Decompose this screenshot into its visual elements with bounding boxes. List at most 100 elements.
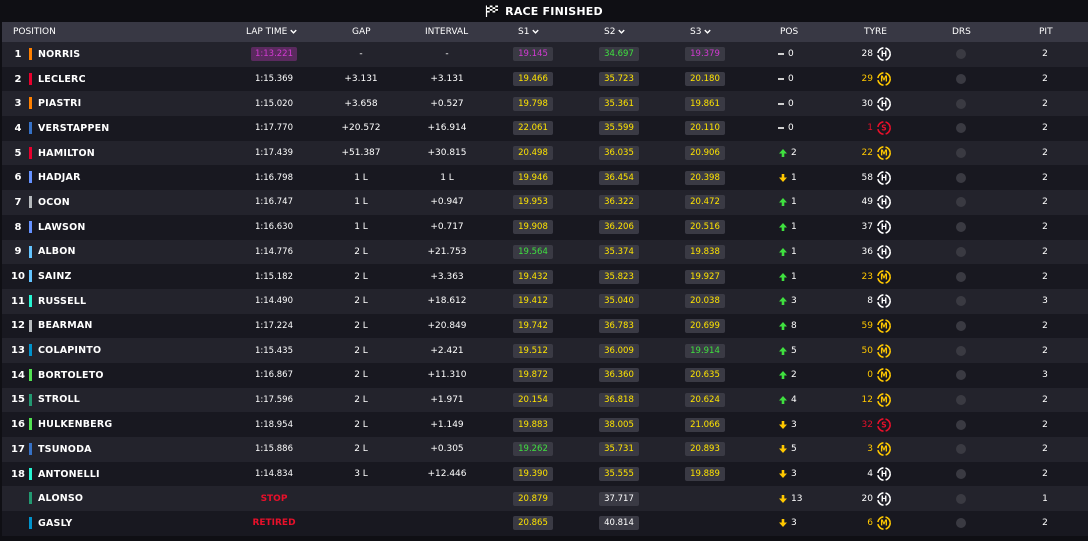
drs-dot-icon [956, 444, 966, 455]
driver-row[interactable]: GASLY RETIRED 20.865 40.814 3 6 M 2 [2, 511, 1088, 536]
header-position: POSITION [13, 27, 56, 37]
svg-text:M: M [880, 396, 887, 405]
driver-row[interactable]: 12 BEARMAN 1:17.224 2 L +20.849 19.742 36.783 2… [2, 313, 1088, 339]
driver-position: 15 [11, 394, 25, 406]
position-change-value: 0 [788, 123, 794, 134]
driver-name[interactable]: TSUNODA [38, 443, 92, 455]
driver-row[interactable]: 4 VERSTAPPEN 1:17.770 +20.572 +16.914 22.061 3… [2, 116, 1088, 141]
driver-name[interactable]: SAINZ [38, 271, 72, 283]
driver-row[interactable]: 18 ANTONELLI 1:14.834 3 L +12.446 19.390 35.55… [2, 461, 1088, 487]
position-change-value: 13 [791, 493, 803, 504]
driver-row[interactable]: 9 ALBON 1:14.776 2 L +21.753 19.564 35.374 19.8… [2, 239, 1088, 265]
driver-row[interactable]: 8 LAWSON 1:16.630 1 L +0.717 19.908 36.206 20.5… [2, 214, 1088, 240]
driver-row[interactable]: 14 BORTOLETO 1:16.867 2 L +11.310 19.872 36.36… [2, 362, 1088, 388]
lap-time: 1:15.020 [240, 91, 308, 116]
driver-name[interactable]: BEARMAN [38, 320, 93, 332]
tyre-laps: 0 [867, 370, 873, 381]
s1-time: 22.061 [513, 121, 553, 136]
driver-row[interactable]: 10 SAINZ 1:15.182 2 L +3.363 19.432 35.823 19.9… [2, 264, 1088, 289]
gap-value: 2 L [354, 394, 368, 405]
lap-time: STOP [240, 486, 308, 511]
driver-name[interactable]: RUSSELL [38, 295, 87, 307]
interval-value: +30.815 [427, 148, 467, 159]
driver-name[interactable]: HAMILTON [38, 147, 95, 159]
driver-name[interactable]: LAWSON [38, 221, 86, 233]
driver-row[interactable]: 1 NORRIS 1:13.221 - - 19.145 34.697 19.379 0 28 H 2 [2, 42, 1088, 67]
tyre-laps: 49 [861, 197, 873, 208]
driver-name[interactable]: GASLY [38, 517, 73, 529]
driver-row[interactable]: 5 HAMILTON 1:17.439 +51.387 +30.815 20.498 36.… [2, 140, 1088, 166]
driver-name[interactable]: BORTOLETO [38, 369, 104, 381]
header-s2[interactable]: S2 [604, 22, 626, 42]
no-change-dash-icon [778, 102, 784, 105]
position-change-value: 8 [791, 320, 797, 331]
s2-cell: 37.717 [595, 486, 643, 511]
driver-row[interactable]: 15 STROLL 1:17.596 2 L +1.971 20.154 36.818 20.… [2, 387, 1088, 413]
s2-cell: 35.040 [595, 289, 643, 314]
driver-name[interactable]: OCON [38, 196, 70, 208]
driver-name[interactable]: LECLERC [38, 73, 86, 85]
lap-time-value: 1:14.490 [254, 296, 293, 307]
team-color-bar [29, 146, 32, 159]
driver-row[interactable]: 3 PIASTRI 1:15.020 +3.658 +0.527 19.798 35.361… [2, 91, 1088, 117]
lap-time-value: 1:17.224 [254, 320, 293, 331]
gap-value: 3 L [354, 469, 368, 480]
driver-name[interactable]: ANTONELLI [38, 468, 100, 480]
s2-time: 36.035 [599, 146, 639, 161]
driver-row[interactable]: ALONSO STOP 20.879 37.717 13 20 H 1 [2, 486, 1088, 512]
driver-name[interactable]: STROLL [38, 394, 81, 406]
driver-row[interactable]: 11 RUSSELL 1:14.490 2 L +18.612 19.412 35.040 2… [2, 288, 1088, 314]
driver-row[interactable]: 17 TSUNODA 1:15.886 2 L +0.305 19.262 35.731 20… [2, 437, 1088, 462]
s1-cell: 19.798 [509, 91, 557, 116]
driver-name[interactable]: COLAPINTO [38, 345, 102, 357]
driver-name[interactable]: NORRIS [38, 48, 81, 60]
s2-time: 34.697 [599, 47, 639, 62]
position-change-value: 4 [791, 394, 797, 405]
s1-cell: 19.953 [509, 190, 557, 215]
driver-position: 2 [14, 73, 22, 85]
header-s3[interactable]: S3 [690, 22, 712, 42]
s2-time: 35.723 [599, 72, 639, 87]
driver-name[interactable]: HULKENBERG [38, 419, 113, 431]
driver-row[interactable]: 6 HADJAR 1:16.798 1 L 1 L 19.946 36.454 20.398 1… [2, 165, 1088, 191]
driver-position: 3 [14, 98, 22, 110]
lap-time: RETIRED [240, 511, 308, 536]
position-down-arrow-icon [779, 420, 787, 429]
position-change-value: 0 [788, 98, 794, 109]
team-color-bar [29, 393, 32, 406]
position-up-arrow-icon [779, 149, 787, 158]
driver-row[interactable]: 13 COLAPINTO 1:15.435 2 L +2.421 19.512 36.009… [2, 338, 1088, 363]
drs-dot-icon [956, 246, 966, 257]
driver-row[interactable]: 7 OCON 1:16.747 1 L +0.947 19.953 36.322 20.472… [2, 190, 1088, 215]
driver-name[interactable]: PIASTRI [38, 98, 82, 110]
driver-row[interactable]: 16 HULKENBERG 1:18.954 2 L +1.149 19.883 38.00… [2, 412, 1088, 437]
driver-row[interactable]: 2 LECLERC 1:15.369 +3.131 +3.131 19.466 35.723… [2, 66, 1088, 92]
driver-name[interactable]: ALONSO [38, 493, 84, 505]
drs-dot-icon [956, 148, 966, 159]
lap-time-value: 1:16.630 [254, 222, 293, 233]
interval-value: +0.717 [430, 222, 464, 233]
header-lap-time[interactable]: LAP TIME [246, 22, 298, 42]
pit-count: 2 [1042, 271, 1048, 282]
team-color-bar [29, 48, 32, 60]
team-color-bar [29, 171, 32, 184]
header-tyre: TYRE [864, 27, 887, 37]
s1-cell: 19.262 [509, 437, 557, 462]
driver-name[interactable]: ALBON [38, 246, 76, 258]
tyre-laps: 6 [867, 518, 873, 529]
lap-time: 1:16.630 [240, 215, 308, 240]
header-pos: POS [780, 27, 799, 37]
header-s2-label: S2 [604, 27, 616, 37]
driver-name[interactable]: VERSTAPPEN [38, 122, 110, 134]
position-change-value: 3 [791, 419, 797, 430]
interval-value: +3.363 [430, 271, 464, 282]
position-change: 0 [778, 67, 818, 92]
s1-cell: 19.145 [509, 42, 557, 67]
driver-position: 11 [11, 295, 25, 307]
driver-name[interactable]: HADJAR [38, 172, 81, 184]
header-s1-label: S1 [518, 27, 530, 37]
tyre-laps: 30 [861, 98, 873, 109]
s2-time: 35.599 [599, 121, 639, 136]
lap-time: 1:17.596 [240, 388, 308, 413]
header-s1[interactable]: S1 [518, 22, 540, 42]
